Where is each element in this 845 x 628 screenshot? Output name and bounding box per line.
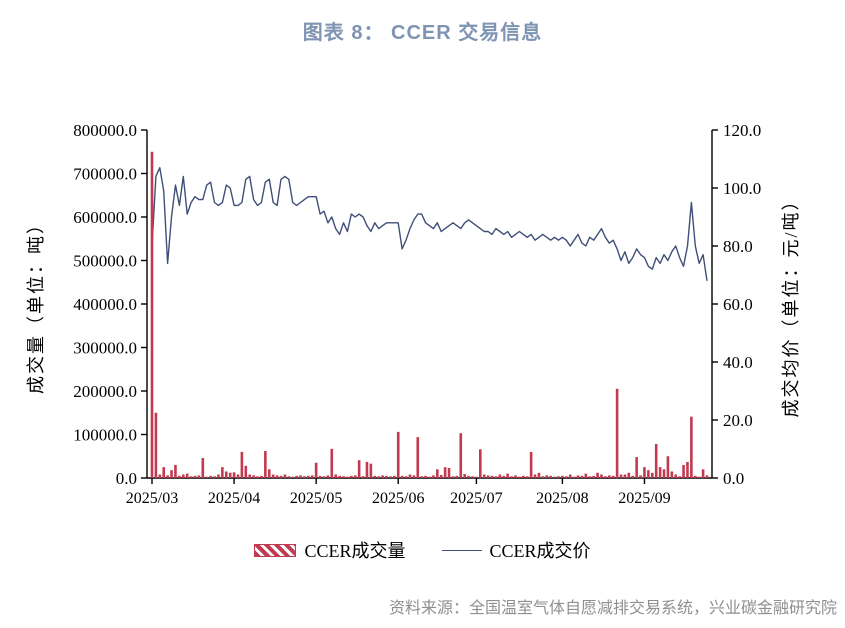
x-axis-tick-label: 2025/03 [126, 490, 178, 507]
x-axis-tick-label: 2025/09 [618, 490, 670, 507]
left-axis-tick-label: 300000.0 [73, 339, 137, 358]
left-axis-tick-label: 100000.0 [73, 426, 137, 445]
left-axis-tick-label: 400000.0 [73, 295, 137, 314]
right-axis-tick-label: 100.0 [723, 179, 761, 198]
left-axis-tick-label: 700000.0 [73, 165, 137, 184]
right-axis-tick-label: 120.0 [723, 121, 761, 140]
left-axis-tick-label: 0.0 [116, 469, 137, 488]
price-line-swatch-icon [441, 549, 482, 551]
chart-legend: CCER成交量 CCER成交价 [0, 537, 845, 563]
volume-bars [150, 151, 709, 479]
x-axis-tick-label: 2025/08 [536, 490, 588, 507]
left-axis-title: 成交量（单位：吨） [26, 214, 46, 394]
chart-title: 图表 8： CCER 交易信息 [302, 22, 543, 44]
right-axis-title: 成交均价（单位：元/吨） [781, 191, 801, 418]
x-axis-tick-label: 2025/05 [290, 490, 342, 507]
legend-item-price: CCER成交价 [441, 537, 591, 563]
left-axis-tick-label: 200000.0 [73, 382, 137, 401]
legend-label-price: CCER成交价 [489, 541, 591, 561]
right-axis-tick-label: 40.0 [723, 353, 753, 372]
price-line [151, 166, 708, 281]
volume-bar-swatch-icon [254, 543, 297, 557]
right-axis-tick-label: 80.0 [723, 237, 753, 256]
left-axis-tick-label: 800000.0 [73, 121, 137, 140]
right-axis-tick-label: 0.0 [723, 469, 744, 488]
left-axis-tick-label: 500000.0 [73, 252, 137, 271]
legend-item-volume: CCER成交量 [254, 537, 406, 563]
left-axis-tick-label: 600000.0 [73, 208, 137, 227]
data-source-note: 资料来源：全国温室气体自愿减排交易系统，兴业碳金融研究院 [388, 600, 837, 617]
x-axis-tick-label: 2025/07 [450, 490, 502, 507]
legend-label-volume: CCER成交量 [304, 541, 406, 561]
right-axis-tick-label: 20.0 [723, 411, 753, 430]
x-axis-tick-label: 2025/04 [208, 490, 260, 507]
right-axis-tick-label: 60.0 [723, 295, 753, 314]
x-axis-tick-label: 2025/06 [372, 490, 424, 507]
